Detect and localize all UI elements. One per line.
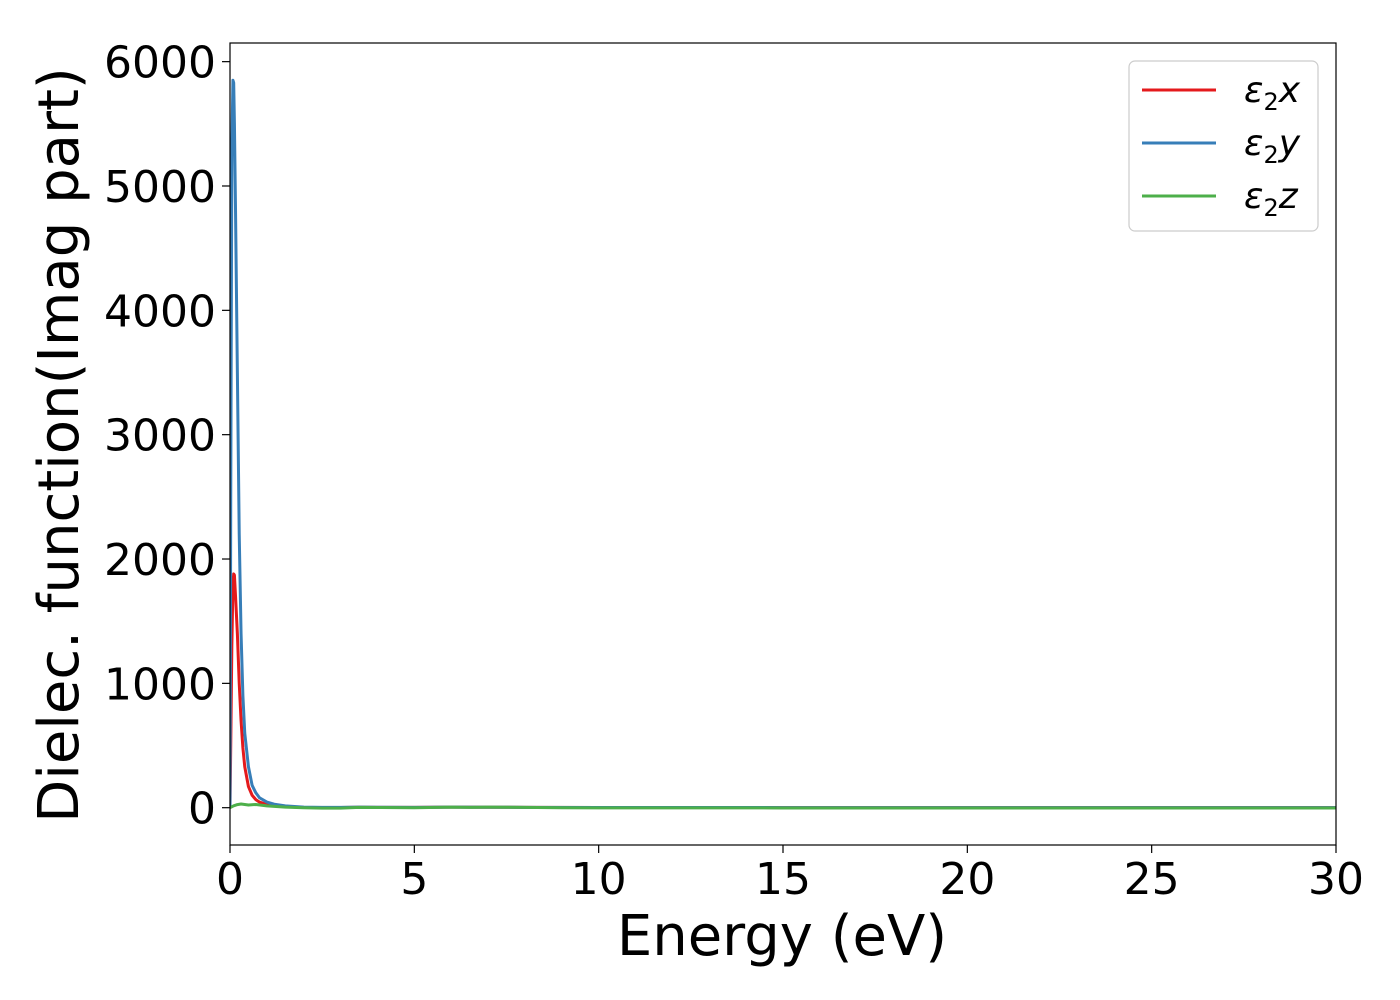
x-tick-label: 10 <box>571 854 627 905</box>
legend-label-y: ε2y <box>1244 123 1301 169</box>
y-tick-label: 4000 <box>104 286 216 337</box>
y-tick-label: 3000 <box>104 411 216 462</box>
y-tick-label: 1000 <box>104 659 216 710</box>
legend-box <box>1128 60 1319 232</box>
x-tick-label: 15 <box>755 854 811 905</box>
y-tick-label: 0 <box>188 784 216 835</box>
x-tick-label: 0 <box>216 854 244 905</box>
x-tick-label: 25 <box>1124 854 1180 905</box>
axes: 0 5 10 15 20 25 30 0 1000 2000 3000 4000 5000 6000 <box>104 38 1364 905</box>
x-axis-label: Energy (eV) <box>617 904 947 969</box>
plot-area <box>230 78 1336 810</box>
series-line-z <box>230 802 1336 810</box>
legend-label-z: ε2z <box>1244 176 1299 222</box>
y-tick-label: 6000 <box>104 38 216 89</box>
x-tick-label: 5 <box>400 854 428 905</box>
legend: ε2x ε2y ε2z <box>1128 60 1319 232</box>
x-tick-label: 20 <box>939 854 995 905</box>
x-tick-label: 30 <box>1308 854 1364 905</box>
y-tick-label: 2000 <box>104 535 216 586</box>
legend-label-x: ε2x <box>1244 70 1301 116</box>
series-line-x <box>230 572 1336 810</box>
y-tick-label: 5000 <box>104 162 216 213</box>
y-axis-label: Dielec. function(Imag part) <box>27 67 92 823</box>
